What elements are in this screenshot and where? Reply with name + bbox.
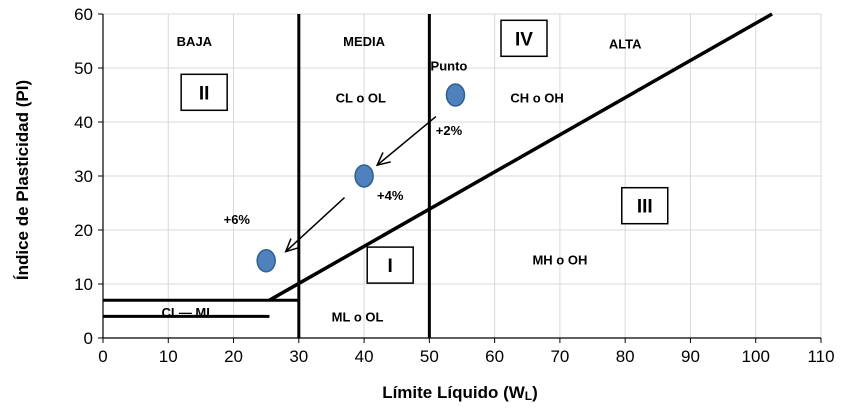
axes: 0 10 20 30 40 50 60 70 80 90 100 110 0 10 20 30 40 50 60 bbox=[74, 5, 834, 366]
y-tick-label: 20 bbox=[74, 221, 93, 240]
x-tick-label: 70 bbox=[550, 347, 569, 366]
region-box bbox=[366, 246, 414, 284]
arrow-head bbox=[375, 152, 391, 167]
zone-label: +6% bbox=[224, 212, 251, 227]
zone-label: ALTA bbox=[609, 37, 642, 52]
arrow-shaft bbox=[376, 116, 437, 166]
data-point bbox=[445, 83, 466, 107]
arrows bbox=[284, 116, 437, 253]
y-tick-label: 60 bbox=[74, 5, 93, 24]
zone-label: CL— ML bbox=[161, 305, 214, 320]
x-tick-label: 80 bbox=[616, 347, 635, 366]
x-tick-label: 30 bbox=[289, 347, 308, 366]
zone-label: CH o OH bbox=[510, 91, 563, 106]
x-tick-label: 60 bbox=[485, 347, 504, 366]
zone-label: BAJA bbox=[177, 34, 213, 49]
region-box bbox=[500, 19, 548, 58]
arrow-shaft bbox=[285, 197, 346, 253]
x-tick-label: 40 bbox=[355, 347, 374, 366]
zone-label: MEDIA bbox=[343, 34, 386, 49]
zone-label: ML o OL bbox=[332, 309, 384, 324]
zone-label: Punto bbox=[431, 58, 468, 73]
y-tick-label: 10 bbox=[74, 275, 93, 294]
data-point bbox=[256, 249, 276, 273]
data-point bbox=[354, 164, 374, 188]
zone-label: CL o OL bbox=[336, 91, 386, 106]
arrow-head bbox=[284, 238, 300, 253]
zone-label: +4% bbox=[377, 188, 404, 203]
region-box bbox=[621, 186, 669, 225]
zone-label: +2% bbox=[436, 123, 463, 138]
x-tick-label: 100 bbox=[742, 347, 770, 366]
x-tick-label: 50 bbox=[420, 347, 439, 366]
x-tick-label: 20 bbox=[224, 347, 243, 366]
y-tick-label: 40 bbox=[74, 113, 93, 132]
x-tick-label: 10 bbox=[159, 347, 178, 366]
classification-lines bbox=[103, 12, 773, 338]
data-points bbox=[256, 83, 466, 273]
y-tick-label: 50 bbox=[74, 59, 93, 78]
region-box bbox=[180, 73, 228, 112]
x-tick-label: 90 bbox=[681, 347, 700, 366]
zone-labels: BAJA MEDIA ALTA Punto CL o OL CH o OH +2% +4% +6… bbox=[161, 34, 642, 324]
y-tick-label: 30 bbox=[74, 167, 93, 186]
region-label: IV bbox=[515, 29, 533, 50]
x-tick-label: 110 bbox=[807, 347, 834, 366]
region-label: I bbox=[388, 256, 393, 277]
x-tick-label: 0 bbox=[98, 347, 107, 366]
region-label: II bbox=[199, 83, 210, 104]
zone-label: MH o OH bbox=[532, 253, 587, 268]
a-line bbox=[268, 12, 773, 302]
region-label: III bbox=[637, 197, 653, 218]
x-axis-title: Límite Líquido (WL) bbox=[382, 383, 538, 403]
y-axis-title: Índice de Plasticidad (PI) bbox=[13, 80, 32, 280]
y-tick-label: 0 bbox=[84, 329, 93, 348]
